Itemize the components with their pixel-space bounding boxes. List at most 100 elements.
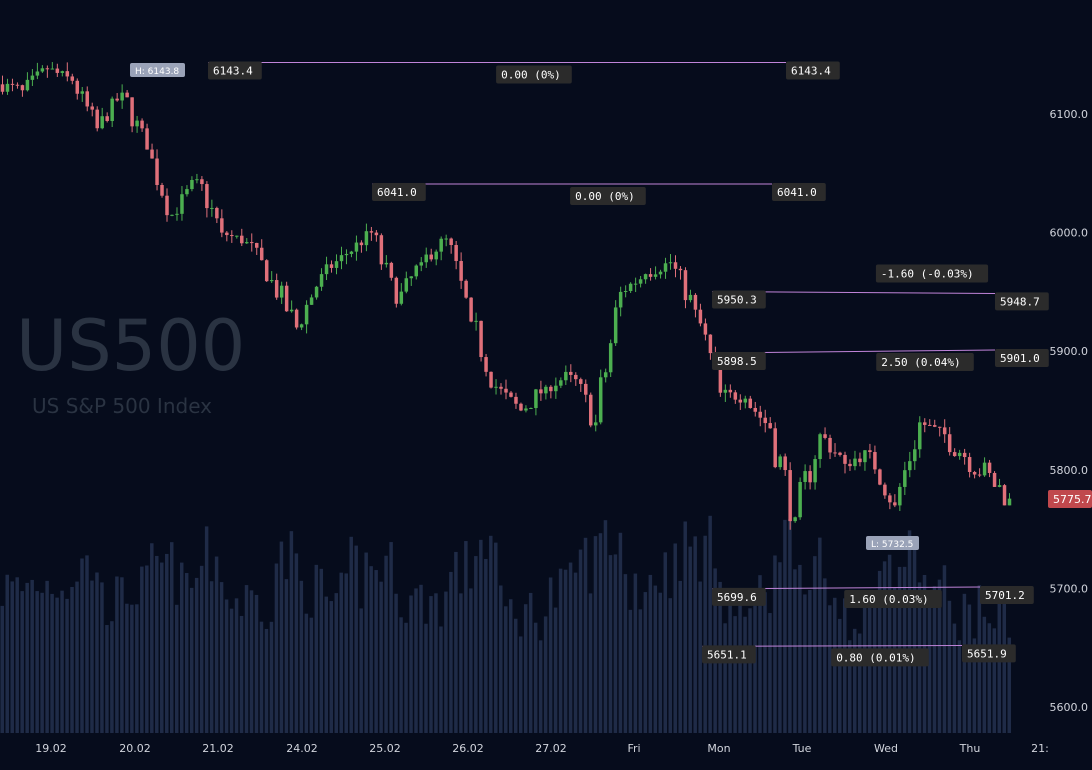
candle-body: [738, 399, 743, 403]
time-tick-label: 25.02: [369, 742, 401, 755]
volume-bar: [135, 604, 139, 733]
volume-bar: [518, 636, 523, 733]
volume-bar: [165, 553, 169, 733]
volume-bar: [449, 571, 453, 733]
volume-bar: [234, 598, 239, 733]
volume-bar: [618, 532, 623, 733]
volume-bar: [229, 608, 234, 733]
annotation-start-label-box: [712, 352, 766, 370]
price-axis[interactable]: 6100.0 6000.0 5900.0 5800.0 5700.0 5600.0: [1050, 108, 1089, 714]
time-tick-label: 21:: [1031, 742, 1049, 755]
volume-bar: [454, 551, 458, 733]
price-range-annotation[interactable]: 6143.4 6143.4 0.00 (0%): [208, 61, 840, 84]
volume-bar: [379, 581, 383, 733]
price-range-annotation[interactable]: 5950.3 5948.7 -1.60 (-0.03%): [711, 264, 1049, 311]
price-tick-label: 5900.0: [1050, 345, 1089, 358]
candle-body: [723, 389, 728, 393]
volume-bar: [663, 552, 668, 733]
candle-body: [932, 425, 937, 427]
annotation-change-label: 1.60 (0.03%): [849, 593, 928, 606]
volume-bar: [693, 536, 697, 733]
annotation-change-label: -1.60 (-0.03%): [881, 268, 974, 281]
candle-body: [25, 79, 30, 91]
candle-body: [813, 459, 817, 483]
volume-bar: [30, 579, 34, 733]
volume-bar: [35, 591, 39, 733]
candle-body: [10, 83, 15, 85]
candle-body: [768, 423, 772, 429]
annotation-change-label: 0.80 (0.01%): [836, 651, 915, 664]
volume-bar: [678, 580, 682, 733]
annotation-end-label: 6041.0: [777, 186, 817, 199]
volume-bar: [369, 566, 373, 733]
symbol-watermark: US500: [16, 305, 245, 387]
candle-body: [269, 280, 274, 282]
volume-bar: [254, 594, 259, 733]
time-tick-label: 19.02: [35, 742, 67, 755]
price-range-annotation[interactable]: 5898.5 5901.0 2.50 (0.04%): [711, 349, 1049, 371]
volume-bar: [339, 572, 343, 733]
candle-body: [225, 232, 229, 236]
candle-body: [928, 424, 932, 426]
candle-body: [469, 297, 473, 322]
candle-body: [30, 75, 35, 80]
volume-bar: [788, 518, 792, 733]
volume-bar: [783, 519, 787, 733]
volume-bar: [269, 621, 274, 733]
candle-body: [913, 449, 917, 462]
candle-body: [339, 255, 344, 262]
annotation-start-label-box: [372, 183, 426, 201]
candle-body: [1002, 485, 1007, 506]
candle-body: [499, 386, 503, 389]
annotation-start-label-box: [208, 61, 262, 80]
annotation-change-label-box: [875, 264, 989, 283]
volume-bar: [209, 581, 214, 733]
candle-body: [893, 502, 897, 506]
candle-body: [613, 307, 618, 344]
volume-bar: [932, 586, 937, 733]
volume-bar: [90, 580, 94, 733]
candle-body: [264, 260, 269, 282]
candle-body: [494, 386, 498, 388]
candle-body: [479, 320, 483, 358]
price-range-annotation[interactable]: 6041.0 6041.0 0.00 (0%): [372, 183, 826, 205]
time-axis[interactable]: 19.02 20.02 21.02 24.02 25.02 26.02 27.02 Fri Mo…: [35, 742, 1049, 755]
volume-bar: [80, 558, 84, 733]
volume-bar: [95, 572, 99, 733]
candle-body: [215, 207, 219, 219]
volume-bar: [942, 565, 947, 733]
volume-bar: [110, 621, 114, 733]
price-tick-label: 5800.0: [1050, 464, 1089, 477]
price-range-annotation[interactable]: 5699.6 5701.2 1.60 (0.03%): [711, 586, 1034, 608]
volume-bar: [60, 590, 64, 733]
annotation-layer[interactable]: 6143.4 6143.4 0.00 (0%) 6041.0 6041.0 0.00 (0…: [208, 61, 1049, 667]
candle-body: [638, 279, 643, 284]
candle-body: [668, 262, 673, 264]
time-tick-label: Wed: [874, 742, 898, 755]
volume-bar: [907, 530, 912, 733]
candle-body: [195, 179, 199, 181]
annotation-end-label-box: [786, 61, 840, 80]
candle-body: [748, 398, 753, 408]
candle-body: [539, 389, 543, 394]
candle-body: [419, 262, 423, 266]
candle-body: [185, 189, 189, 195]
candle-body: [972, 472, 977, 475]
candle-body: [982, 462, 987, 476]
candle-body: [90, 106, 94, 110]
candle-body: [379, 235, 384, 265]
volume-bar: [239, 615, 244, 733]
candle-body: [294, 309, 299, 328]
volume-bar: [130, 604, 134, 733]
volume-bar: [528, 592, 533, 733]
volume-bar: [40, 592, 44, 733]
volume-bar: [598, 533, 603, 733]
price-range-annotation[interactable]: 5651.1 5651.9 0.80 (0.01%): [701, 644, 1016, 667]
candle-body: [658, 271, 663, 275]
volume-bar: [513, 618, 518, 733]
volume-bar: [613, 554, 618, 733]
candle-body: [773, 428, 777, 468]
candle-body: [559, 380, 563, 386]
